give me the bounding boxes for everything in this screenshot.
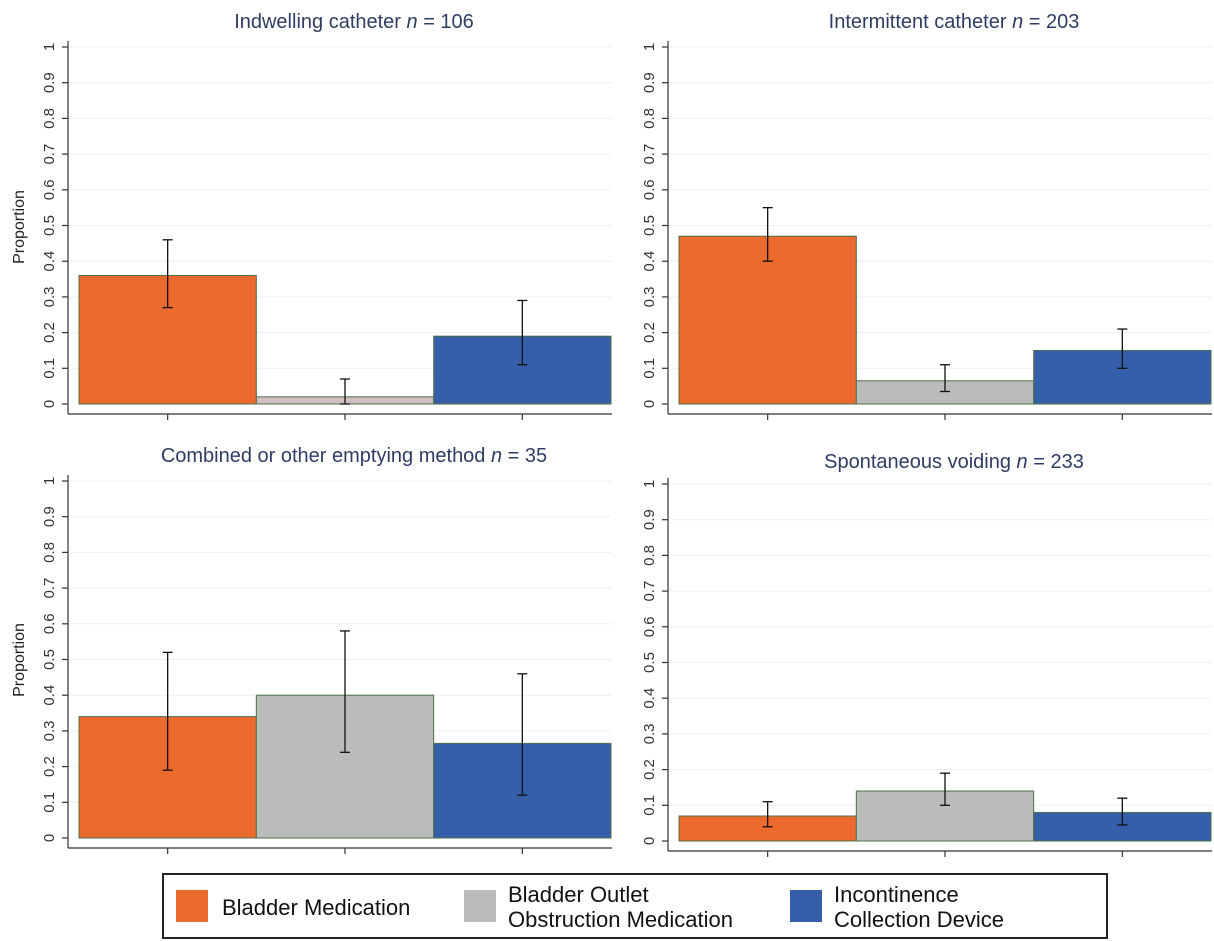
chart-title: Spontaneous voiding n = 233 (824, 451, 1084, 473)
y-tick-label: 1 (641, 480, 658, 488)
y-tick-label: 0.7 (641, 144, 658, 165)
chart-title-n: n (1012, 11, 1023, 33)
y-tick-label: 0.8 (41, 108, 58, 129)
y-tick-label: 0.3 (41, 286, 58, 307)
y-tick-label: 0 (41, 400, 58, 408)
y-tick-label: 0.6 (641, 616, 658, 637)
legend-swatch-outlet-obstruction (464, 890, 496, 922)
y-tick-label: 0.9 (41, 506, 58, 527)
chart-title-suffix: = 106 (418, 11, 474, 33)
y-tick-label: 0.3 (641, 723, 658, 744)
legend-label-incontinence-device: Incontinence Collection Device (834, 882, 1004, 932)
y-tick-label: 1 (641, 43, 658, 51)
y-tick-label: 0.4 (641, 688, 658, 709)
legend-label-incontinence-device-line2: Collection Device (834, 907, 1004, 932)
legend-swatch-incontinence-device (790, 890, 822, 922)
legend-label-outlet-obstruction: Bladder Outlet Obstruction Medication (508, 882, 733, 932)
y-tick-label: 0.4 (41, 251, 58, 272)
chart-panel-2: 0 0.1 0.2 0.3 0.4 0.5 0.6 0.7 0.8 0.9 1 Intermitten… (641, 11, 1212, 420)
y-tick-label: 0.4 (641, 251, 658, 272)
y-tick-label: 0 (641, 837, 658, 845)
legend-swatch-bladder-medication (176, 890, 208, 922)
y-tick-label: 0.7 (41, 144, 58, 165)
y-tick-label: 0.9 (641, 509, 658, 530)
y-tick-label: 0.8 (641, 108, 658, 129)
y-tick-label: 0.4 (41, 685, 58, 706)
legend-label-outlet-obstruction-line2: Obstruction Medication (508, 907, 733, 932)
y-tick-label: 0.9 (41, 72, 58, 93)
chart-panel-3: 0 0.1 0.2 0.3 0.4 0.5 0.6 0.7 0.8 0.9 1 Combined or… (11, 445, 612, 854)
y-tick-label: 0.5 (41, 215, 58, 236)
y-tick-label: 1 (41, 477, 58, 485)
chart-title-suffix: = 233 (1028, 451, 1084, 473)
chart-title: Combined or other emptying method n = 35 (161, 445, 547, 467)
y-tick-label: 0.1 (41, 358, 58, 379)
y-tick-label: 0 (41, 834, 58, 842)
y-tick-label: 0.2 (41, 322, 58, 343)
y-tick-label: 0.6 (641, 179, 658, 200)
y-tick-label: 0.5 (41, 649, 58, 670)
y-tick-label: 0.2 (641, 759, 658, 780)
y-tick-label: 0.1 (641, 795, 658, 816)
chart-title-suffix: = 35 (502, 445, 547, 467)
legend-label-incontinence-device-line1: Incontinence (834, 882, 959, 907)
bar (678, 235, 857, 405)
chart-figure: 0 0.1 0.2 0.3 0.4 0.5 0.6 0.7 0.8 0.9 1 Indwelling … (11, 11, 1212, 857)
y-axis-label: Proportion (11, 190, 28, 264)
y-tick-label: 0.8 (641, 545, 658, 566)
legend-label-bladder-medication: Bladder Medication (222, 895, 411, 920)
chart-title-prefix: Combined or other emptying method (161, 445, 491, 467)
chart-title-prefix: Indwelling catheter (234, 11, 406, 33)
y-tick-label: 0.7 (41, 578, 58, 599)
y-tick-label: 0.7 (641, 581, 658, 602)
chart-title: Indwelling catheter n = 106 (234, 11, 474, 33)
legend-label-outlet-obstruction-line1: Bladder Outlet (508, 882, 649, 907)
y-tick-label: 0.1 (641, 358, 658, 379)
y-tick-label: 0.6 (41, 613, 58, 634)
chart-title: Intermittent catheter n = 203 (829, 11, 1080, 33)
chart-title-prefix: Intermittent catheter (829, 11, 1012, 33)
legend: Bladder Medication Bladder Outlet Obstru… (162, 873, 1108, 939)
chart-title-n: n (1017, 451, 1028, 473)
y-tick-label: 0 (641, 400, 658, 408)
chart-title-suffix: = 203 (1023, 11, 1079, 33)
y-tick-label: 1 (41, 43, 58, 51)
y-tick-label: 0.5 (641, 215, 658, 236)
y-axis-label: Proportion (11, 623, 28, 697)
y-tick-label: 0.8 (41, 542, 58, 563)
y-tick-label: 0.1 (41, 792, 58, 813)
chart-title-n: n (407, 11, 418, 33)
y-tick-label: 0.2 (641, 322, 658, 343)
y-tick-label: 0.5 (641, 652, 658, 673)
chart-title-prefix: Spontaneous voiding (824, 451, 1016, 473)
chart-title-n: n (491, 445, 502, 467)
chart-panel-4: 0 0.1 0.2 0.3 0.4 0.5 0.6 0.7 0.8 0.9 1 Spontaneous… (641, 451, 1212, 857)
y-tick-label: 0.3 (641, 286, 658, 307)
y-tick-label: 0.9 (641, 72, 658, 93)
y-tick-label: 0.2 (41, 756, 58, 777)
y-tick-label: 0.3 (41, 720, 58, 741)
y-tick-label: 0.6 (41, 179, 58, 200)
chart-panel-1: 0 0.1 0.2 0.3 0.4 0.5 0.6 0.7 0.8 0.9 1 Indwelling … (11, 11, 612, 420)
